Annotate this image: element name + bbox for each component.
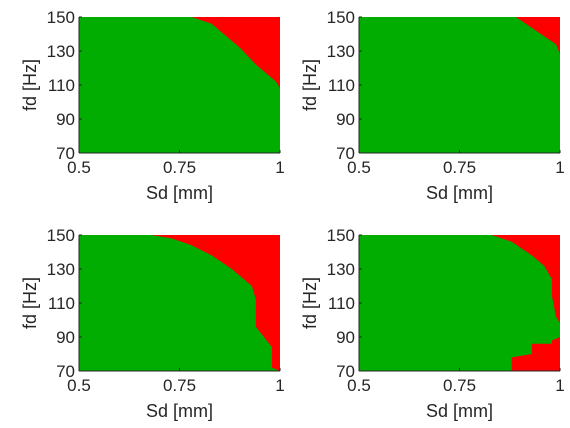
y-tick-label: 150 [47, 8, 75, 27]
feasible-region [359, 17, 560, 153]
y-tick-label: 150 [327, 226, 355, 245]
x-tick-label: 0.5 [67, 376, 91, 395]
feasible-region [359, 235, 560, 371]
x-tick-label: 1 [555, 376, 564, 395]
y-tick-label: 150 [47, 226, 75, 245]
x-tick-label: 1 [275, 158, 284, 177]
y-tick-label: 110 [48, 76, 75, 95]
infeasible-region [491, 235, 560, 324]
y-tick-label: 70 [56, 362, 75, 381]
y-tick-label: 90 [56, 328, 75, 347]
y-tick-label: 130 [47, 260, 75, 279]
y-tick-label: 150 [327, 8, 355, 27]
y-tick-label: 130 [327, 42, 355, 61]
x-tick-label: 0.75 [443, 158, 476, 177]
x-tick-label: 0.75 [163, 158, 196, 177]
x-tick-label: 0.5 [347, 376, 371, 395]
y-tick-label: 70 [336, 362, 355, 381]
x-tick-label: 0.5 [67, 158, 91, 177]
x-axis-label: Sd [mm] [146, 183, 213, 203]
y-axis-label: fd [Hz] [300, 59, 320, 111]
x-tick-label: 1 [555, 158, 564, 177]
y-tick-label: 70 [336, 144, 355, 163]
y-tick-label: 130 [47, 42, 75, 61]
infeasible-region [151, 235, 280, 371]
x-axis-label: Sd [mm] [146, 401, 213, 421]
infeasible-region [515, 17, 560, 55]
y-tick-label: 90 [56, 110, 75, 129]
y-tick-label: 130 [327, 260, 355, 279]
x-tick-label: 1 [275, 376, 284, 395]
x-axis-label: Sd [mm] [426, 401, 493, 421]
subplot-2: 0.5 0.75 1 70 90 110 130 150 Sd [mm] fd [Hz] [300, 8, 565, 203]
y-tick-label: 110 [328, 76, 355, 95]
x-tick-label: 0.75 [443, 376, 476, 395]
x-axis-label: Sd [mm] [426, 183, 493, 203]
x-tick-label: 0.75 [163, 376, 196, 395]
y-tick-label: 90 [336, 110, 355, 129]
y-tick-label: 110 [48, 294, 75, 313]
infeasible-region-lower [511, 337, 560, 371]
y-axis-label: fd [Hz] [20, 59, 40, 111]
y-axis-label: fd [Hz] [20, 277, 40, 329]
subplot-3: 0.5 0.75 1 70 90 110 130 150 Sd [mm] fd [Hz] [20, 226, 285, 421]
y-tick-label: 90 [336, 328, 355, 347]
x-tick-label: 0.5 [347, 158, 371, 177]
subplot-1: 0.5 0.75 1 70 90 110 130 150 Sd [mm] fd [Hz] [20, 8, 285, 203]
y-tick-label: 70 [56, 144, 75, 163]
y-axis-label: fd [Hz] [300, 277, 320, 329]
infeasible-region [191, 17, 280, 89]
y-tick-label: 110 [328, 294, 355, 313]
subplot-4: 0.5 0.75 1 70 90 110 130 150 Sd [mm] fd [Hz] [300, 226, 565, 421]
